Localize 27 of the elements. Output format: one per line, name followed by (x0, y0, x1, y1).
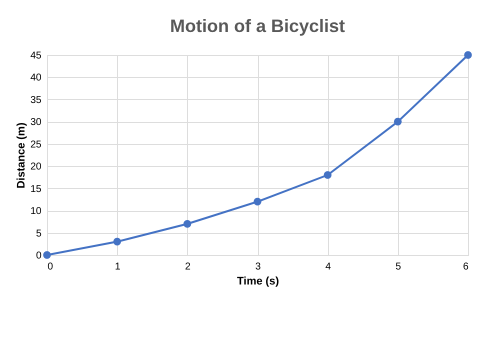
point (183, 220, 192, 228)
y-tick-label: 30 (30, 117, 42, 128)
y-tick-label: 15 (30, 184, 42, 195)
y-tick-label: 0 (36, 250, 42, 262)
point (464, 51, 472, 59)
y-tick-label: 35 (30, 94, 42, 106)
y-axis-title: Distance (m) (15, 122, 28, 189)
point (394, 118, 402, 126)
x-tick-label: 0 (48, 262, 54, 272)
x-tick-label: 3 (255, 262, 262, 272)
x-tick-label: 4 (325, 262, 332, 272)
y-tick-label: 10 (30, 206, 42, 218)
point (43, 251, 51, 259)
point (113, 238, 122, 246)
chart-title: Motion of a Bicyclist (170, 16, 346, 36)
y-tick-label: 25 (30, 139, 42, 150)
point (324, 171, 332, 179)
y-tick-label: 40 (30, 72, 42, 84)
x-tick-label: 1 (114, 262, 121, 272)
x-tick-label: 2 (185, 262, 192, 272)
y-tick-label: 5 (36, 228, 42, 240)
point (254, 198, 262, 206)
x-tick-label: 6 (462, 262, 469, 272)
x-axis-title: Time (s) (237, 276, 280, 288)
y-tick-label: 20 (30, 162, 42, 173)
x-tick-label: 5 (396, 262, 402, 272)
y-tick-label: 45 (30, 50, 42, 62)
